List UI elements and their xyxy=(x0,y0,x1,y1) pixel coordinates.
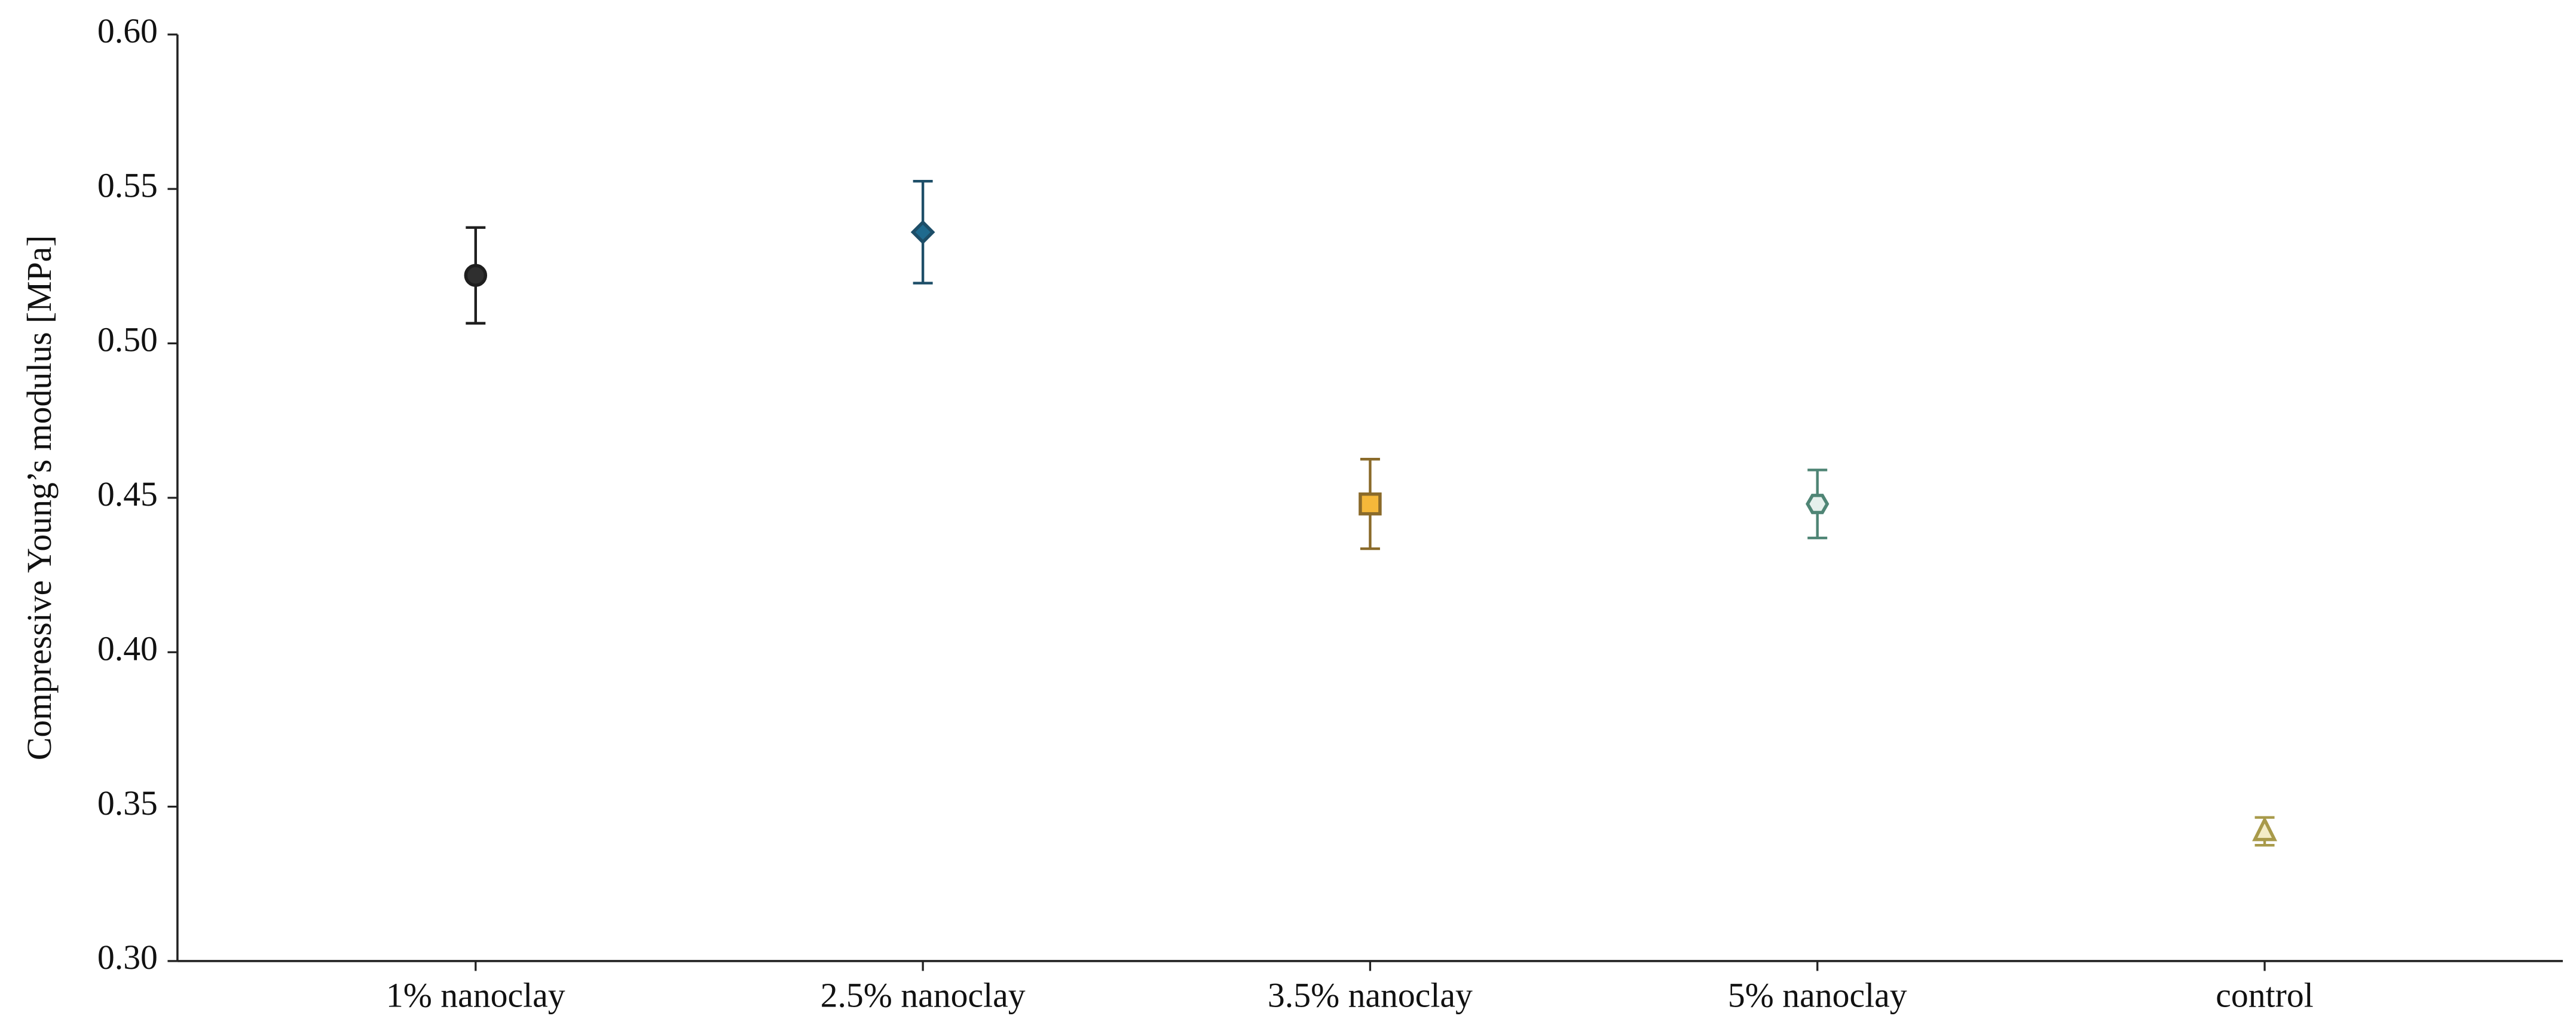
marker xyxy=(910,220,935,244)
y-tick-label: 0.40 xyxy=(97,630,158,668)
y-tick-label: 0.30 xyxy=(97,939,158,977)
x-tick-label: 2.5% nanoclay xyxy=(821,977,1026,1014)
marker xyxy=(464,264,488,287)
x-tick-label: 5% nanoclay xyxy=(1728,977,1907,1014)
marker xyxy=(2252,816,2278,842)
y-tick-label: 0.60 xyxy=(97,13,158,50)
x-tick-label: 1% nanoclay xyxy=(386,977,565,1014)
y-tick-label: 0.45 xyxy=(97,476,158,513)
marker xyxy=(1806,494,1829,515)
marker xyxy=(1359,492,1382,516)
x-tick-label: control xyxy=(2216,977,2314,1014)
y-tick-label: 0.35 xyxy=(97,785,158,822)
x-tick-label: 3.5% nanoclay xyxy=(1268,977,1473,1014)
y-axis-label: Compressive Young’s modulus [MPa] xyxy=(21,235,59,760)
y-tick-label: 0.55 xyxy=(97,167,158,204)
y-tick-label: 0.50 xyxy=(97,322,158,359)
